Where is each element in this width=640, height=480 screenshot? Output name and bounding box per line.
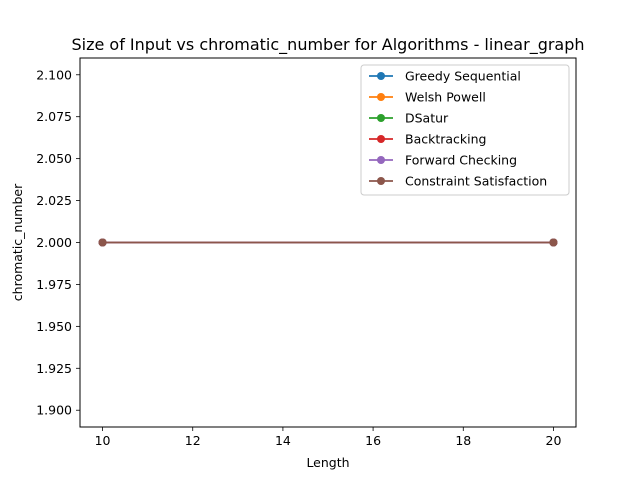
y-tick-label: 2.000 bbox=[36, 235, 72, 250]
y-tick-label: 1.925 bbox=[36, 361, 72, 376]
legend-marker bbox=[377, 114, 385, 122]
x-tick-label: 12 bbox=[185, 433, 201, 448]
legend-label: Greedy Sequential bbox=[405, 69, 521, 84]
y-tick-label: 1.950 bbox=[36, 319, 72, 334]
y-tick-label: 2.025 bbox=[36, 193, 72, 208]
y-tick-label: 1.900 bbox=[36, 403, 72, 418]
data-point bbox=[549, 238, 558, 247]
legend-marker bbox=[377, 156, 385, 164]
legend-marker bbox=[377, 135, 385, 143]
y-tick-label: 2.075 bbox=[36, 109, 72, 124]
x-tick-label: 20 bbox=[546, 433, 562, 448]
legend-label: Constraint Satisfaction bbox=[405, 174, 547, 189]
y-tick-label: 2.050 bbox=[36, 151, 72, 166]
x-tick-label: 14 bbox=[275, 433, 291, 448]
x-tick-label: 18 bbox=[455, 433, 471, 448]
y-tick-label: 2.100 bbox=[36, 67, 72, 82]
legend-label: Forward Checking bbox=[405, 153, 517, 168]
legend-box bbox=[360, 64, 570, 196]
chart-title: Size of Input vs chromatic_number for Al… bbox=[71, 35, 584, 55]
data-point bbox=[98, 238, 107, 247]
legend-label: DSatur bbox=[405, 111, 449, 126]
plot-frame bbox=[79, 57, 577, 428]
x-tick-label: 16 bbox=[365, 433, 381, 448]
y-tick-label: 1.975 bbox=[36, 277, 72, 292]
legend-label: Welsh Powell bbox=[405, 90, 486, 105]
legend: Greedy Sequential Welsh Powell DSatur Backt… bbox=[360, 64, 570, 196]
x-axis-label: Length bbox=[306, 455, 349, 470]
y-axis-label: chromatic_number bbox=[10, 183, 25, 301]
legend-marker bbox=[377, 93, 385, 101]
legend-marker bbox=[377, 72, 385, 80]
legend-marker bbox=[377, 177, 385, 185]
legend-label: Backtracking bbox=[405, 132, 487, 147]
x-tick-label: 10 bbox=[95, 433, 111, 448]
